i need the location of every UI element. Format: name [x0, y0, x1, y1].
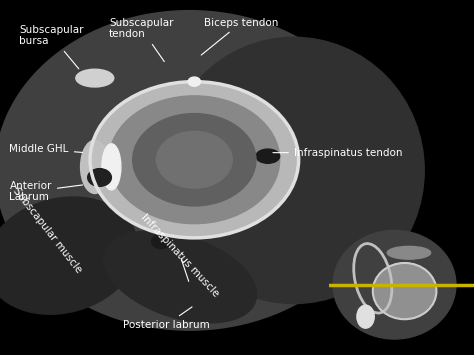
Text: Posterior labrum: Posterior labrum: [122, 307, 210, 330]
Text: Subscapular muscle: Subscapular muscle: [11, 186, 84, 275]
Text: Subscapular
tendon: Subscapular tendon: [109, 18, 173, 62]
Text: Infraspinatus muscle: Infraspinatus muscle: [139, 212, 221, 299]
Ellipse shape: [387, 246, 430, 259]
Ellipse shape: [102, 144, 121, 190]
Text: Biceps tendon: Biceps tendon: [201, 18, 278, 55]
Circle shape: [156, 131, 232, 188]
Ellipse shape: [81, 140, 109, 193]
Circle shape: [152, 234, 171, 248]
Circle shape: [88, 169, 111, 186]
Circle shape: [109, 96, 280, 224]
Ellipse shape: [333, 230, 456, 339]
Ellipse shape: [357, 305, 374, 328]
Text: Subscapular
bursa: Subscapular bursa: [19, 25, 83, 69]
Ellipse shape: [256, 149, 280, 163]
Text: Infraspinatus tendon: Infraspinatus tendon: [273, 148, 402, 158]
Ellipse shape: [0, 11, 384, 330]
Ellipse shape: [0, 197, 138, 314]
Circle shape: [373, 263, 437, 319]
Ellipse shape: [76, 69, 114, 87]
Ellipse shape: [164, 37, 424, 304]
Text: Anterior
Labrum: Anterior Labrum: [9, 181, 82, 202]
Text: Middle GHL: Middle GHL: [9, 144, 82, 154]
Circle shape: [188, 77, 201, 86]
Circle shape: [133, 114, 256, 206]
Ellipse shape: [104, 231, 256, 323]
Circle shape: [90, 82, 299, 238]
